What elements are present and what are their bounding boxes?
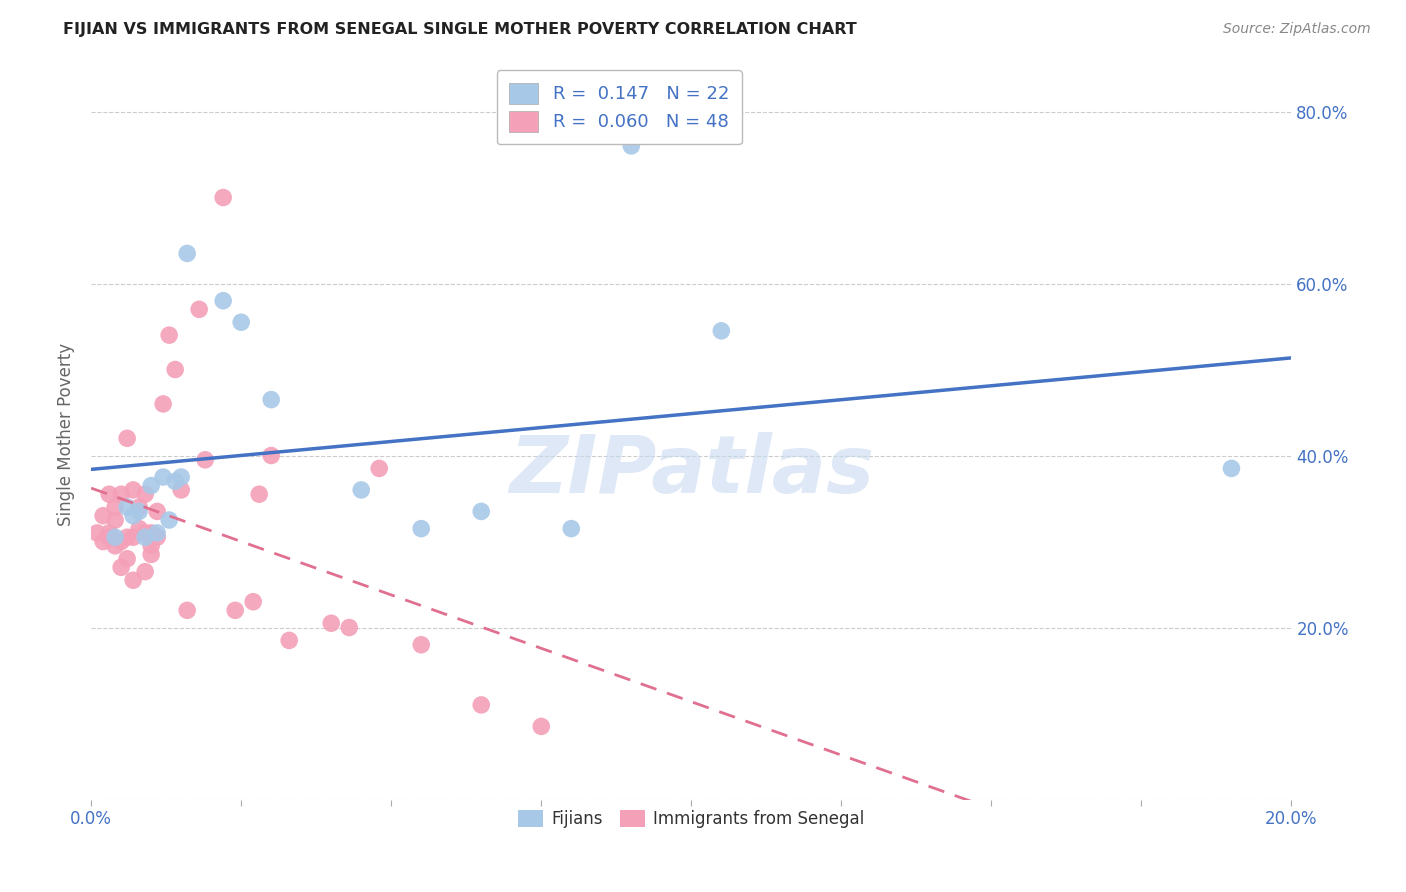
Point [170, 483, 193, 497]
Point [122, 573, 145, 587]
Point [1220, 461, 1243, 475]
Point [146, 504, 169, 518]
Point [152, 397, 174, 411]
Point [134, 487, 156, 501]
Point [104, 513, 127, 527]
Point [146, 530, 169, 544]
Point [165, 362, 187, 376]
Point [115, 500, 138, 515]
Point [411, 638, 433, 652]
Point [122, 483, 145, 497]
Point [110, 534, 132, 549]
Point [368, 461, 391, 475]
Text: ZIPatlas: ZIPatlas [509, 432, 873, 509]
Point [110, 560, 132, 574]
Y-axis label: Single Mother Poverty: Single Mother Poverty [58, 343, 75, 525]
Point [128, 500, 150, 515]
Point [86, 525, 108, 540]
Point [141, 525, 163, 540]
Point [122, 530, 145, 544]
Point [620, 139, 643, 153]
Point [224, 603, 246, 617]
Text: Source: ZipAtlas.com: Source: ZipAtlas.com [1223, 22, 1371, 37]
Point [128, 522, 150, 536]
Point [98, 525, 121, 540]
Point [122, 508, 145, 523]
Point [710, 324, 733, 338]
Point [157, 513, 180, 527]
Point [260, 449, 283, 463]
Point [110, 487, 132, 501]
Point [165, 475, 187, 489]
Point [115, 551, 138, 566]
Point [212, 293, 235, 308]
Point [260, 392, 283, 407]
Point [98, 487, 121, 501]
Point [530, 719, 553, 733]
Point [231, 315, 253, 329]
Point [212, 190, 235, 204]
Point [115, 431, 138, 445]
Point [152, 470, 174, 484]
Point [247, 487, 270, 501]
Point [176, 603, 198, 617]
Point [188, 302, 211, 317]
Point [104, 539, 127, 553]
Point [337, 621, 360, 635]
Point [134, 530, 156, 544]
Point [194, 452, 217, 467]
Point [134, 525, 156, 540]
Point [470, 504, 492, 518]
Point [321, 616, 343, 631]
Point [134, 565, 156, 579]
Point [141, 539, 163, 553]
Point [128, 504, 150, 518]
Point [98, 530, 121, 544]
Point [278, 633, 301, 648]
Point [141, 548, 163, 562]
Point [141, 530, 163, 544]
Point [560, 522, 582, 536]
Point [170, 470, 193, 484]
Point [470, 698, 492, 712]
Point [91, 534, 114, 549]
Point [411, 522, 433, 536]
Legend: Fijians, Immigrants from Senegal: Fijians, Immigrants from Senegal [512, 804, 870, 835]
Point [157, 328, 180, 343]
Point [350, 483, 373, 497]
Point [176, 246, 198, 260]
Point [242, 595, 264, 609]
Point [104, 530, 127, 544]
Text: FIJIAN VS IMMIGRANTS FROM SENEGAL SINGLE MOTHER POVERTY CORRELATION CHART: FIJIAN VS IMMIGRANTS FROM SENEGAL SINGLE… [63, 22, 858, 37]
Point [115, 530, 138, 544]
Point [146, 525, 169, 540]
Point [91, 508, 114, 523]
Point [141, 478, 163, 492]
Point [104, 500, 127, 515]
